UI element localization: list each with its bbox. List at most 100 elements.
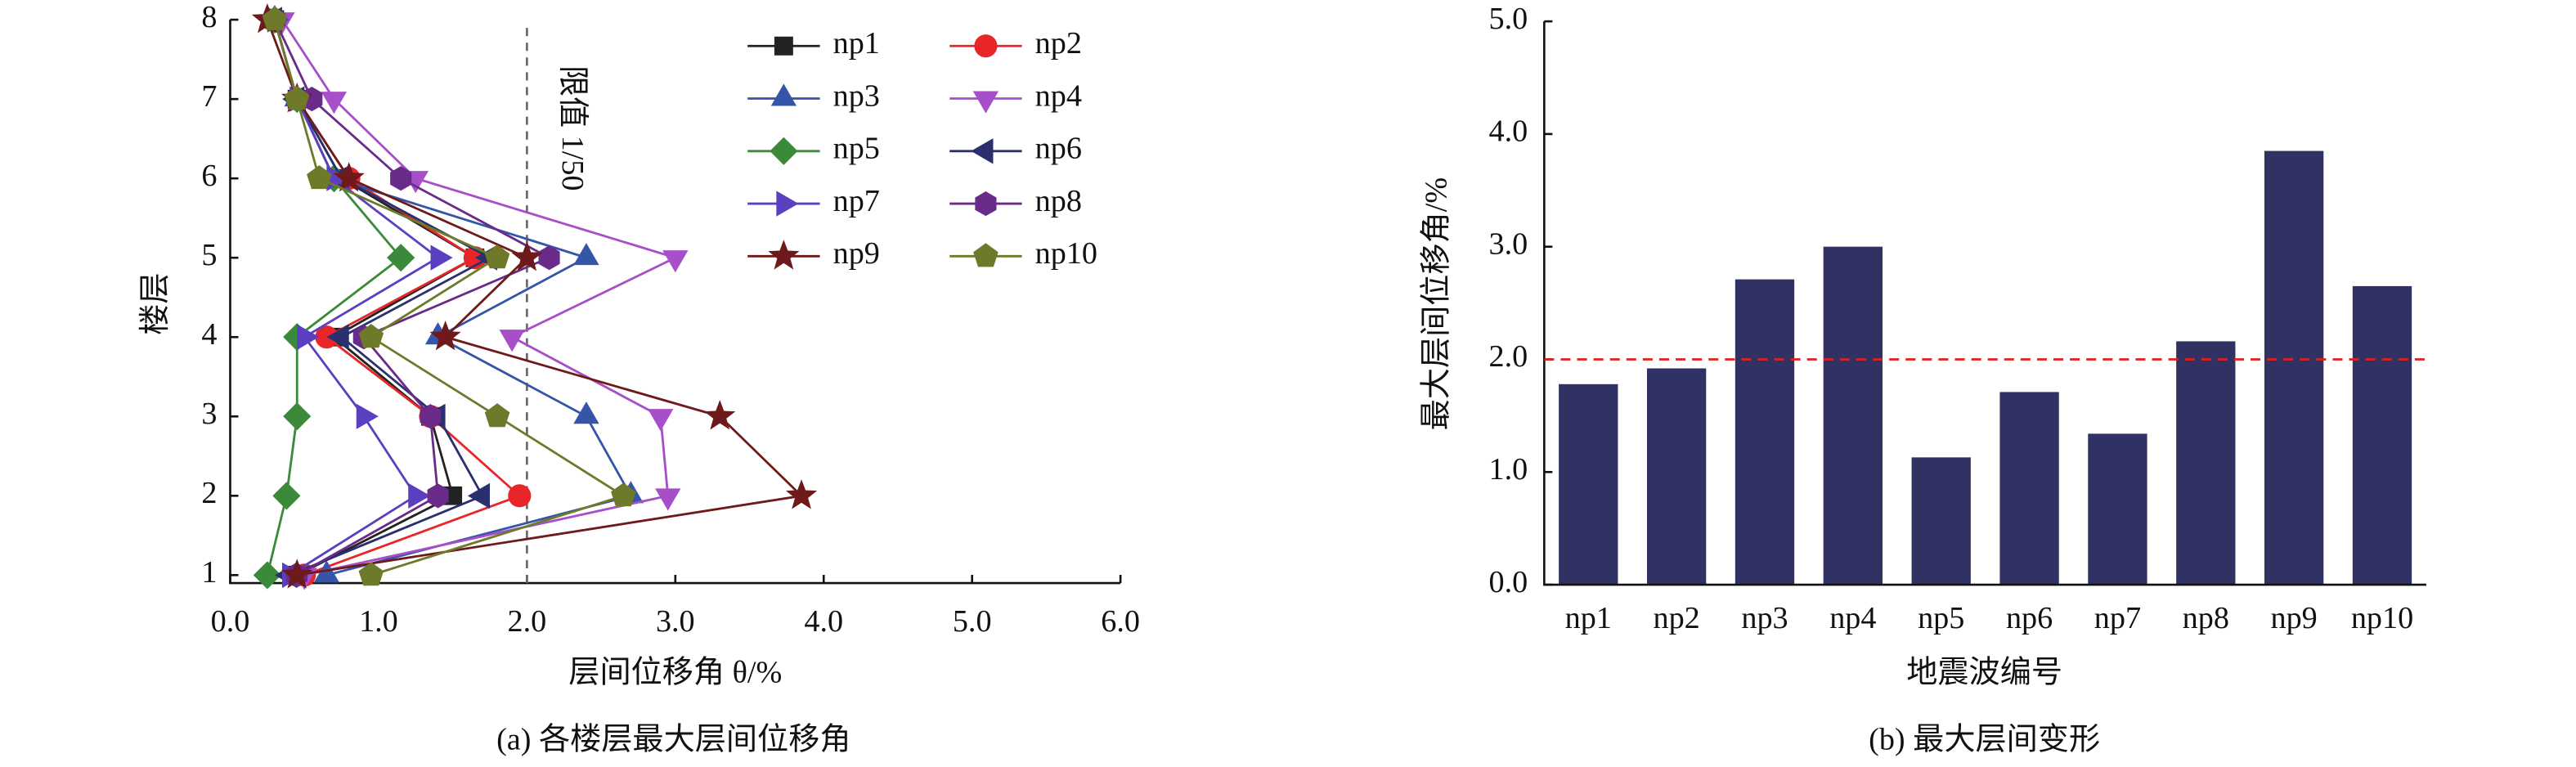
data-point	[284, 86, 310, 110]
x-tick-label: 5.0	[953, 604, 992, 639]
y-tick-label: 6	[201, 159, 217, 193]
series-line	[273, 19, 626, 576]
series-line	[273, 19, 552, 576]
x-axis-label-b: 地震波编号	[1906, 654, 2062, 689]
legend-label: np2	[1035, 26, 1082, 61]
legend-marker	[972, 91, 999, 114]
data-point	[272, 482, 301, 510]
legend-marker	[770, 137, 798, 165]
bar	[1559, 384, 1618, 585]
legend-label: np8	[1035, 184, 1082, 218]
bar	[2264, 150, 2324, 585]
legend-marker	[971, 138, 994, 164]
legend-label: np4	[1035, 78, 1082, 113]
y-tick-label: 5	[201, 238, 217, 272]
y-axis-label-a: 楼层	[138, 272, 173, 334]
legend-marker	[975, 191, 997, 217]
data-point	[307, 165, 332, 190]
data-point	[321, 92, 348, 114]
legend-marker	[974, 34, 998, 58]
data-point	[408, 482, 431, 509]
axes	[1543, 21, 2426, 586]
legend-marker	[770, 83, 797, 106]
y-tick-label: 1.0	[1489, 452, 1528, 487]
data-point	[662, 250, 689, 273]
data-point	[326, 324, 349, 350]
legend-marker	[768, 240, 800, 270]
legend-label: np6	[1035, 132, 1082, 166]
data-point	[358, 324, 384, 348]
x-tick-label: np2	[1654, 601, 1700, 635]
legend-marker	[973, 243, 999, 267]
data-point	[573, 243, 599, 266]
data-point	[262, 7, 288, 31]
x-axis-label-a: 层间位移角 θ/%	[568, 654, 782, 689]
legend-label: np5	[833, 132, 880, 166]
limit-label: 限值 1/50	[555, 65, 590, 191]
x-tick-label: np8	[2183, 601, 2229, 635]
x-tick-label: np6	[2006, 601, 2053, 635]
data-point	[511, 241, 543, 271]
data-point	[785, 479, 818, 509]
bar	[2176, 341, 2236, 585]
caption-b: (b) 最大层间变形	[1869, 722, 2100, 757]
y-tick-label: 4	[201, 317, 217, 352]
y-tick-label: 5.0	[1489, 2, 1528, 36]
x-tick-label: 3.0	[656, 604, 695, 639]
data-point	[387, 244, 415, 272]
series-line	[273, 19, 441, 576]
x-tick-label: 1.0	[359, 604, 398, 639]
legend-label: np10	[1035, 236, 1097, 271]
bar	[2352, 285, 2412, 585]
data-point	[655, 488, 681, 511]
x-tick-label: np1	[1565, 601, 1612, 635]
legend-label: np3	[833, 78, 880, 113]
legend-label: np7	[833, 184, 880, 218]
data-point	[484, 244, 510, 269]
bar	[1999, 392, 2059, 585]
y-tick-label: 0.0	[1489, 565, 1528, 599]
y-tick-label: 4.0	[1489, 114, 1528, 149]
data-point	[283, 402, 312, 431]
data-point	[358, 562, 384, 586]
data-point	[430, 244, 453, 271]
data-point	[508, 484, 532, 508]
y-tick-label: 7	[201, 79, 217, 114]
bar	[1911, 457, 1971, 585]
legend-marker	[776, 191, 799, 217]
data-point	[499, 330, 525, 352]
data-point	[611, 482, 636, 507]
data-point	[427, 483, 449, 509]
data-point	[573, 401, 599, 424]
data-point	[315, 325, 339, 349]
bar	[1823, 246, 1883, 585]
data-point	[429, 321, 461, 351]
data-point	[484, 403, 510, 428]
bar	[1735, 279, 1795, 585]
series-line	[266, 19, 805, 576]
data-point	[297, 324, 320, 350]
x-tick-label: 0.0	[211, 604, 250, 639]
x-tick-label: np10	[2351, 601, 2413, 635]
y-tick-label: 1	[201, 555, 217, 590]
data-point	[420, 404, 442, 429]
y-tick-label: 3.0	[1489, 227, 1528, 261]
x-tick-label: 6.0	[1101, 604, 1140, 639]
y-axis-label-b: 最大层间位移角/%	[1419, 177, 1454, 430]
legend-label: np1	[833, 26, 880, 61]
data-point	[280, 558, 313, 589]
data-point	[333, 162, 365, 192]
data-point	[648, 409, 674, 432]
bar	[1646, 368, 1707, 585]
x-tick-label: np3	[1741, 601, 1788, 635]
x-tick-label: np7	[2094, 601, 2141, 635]
data-point	[390, 166, 412, 191]
x-tick-label: 2.0	[508, 604, 547, 639]
y-tick-label: 8	[201, 0, 217, 34]
data-point	[538, 245, 560, 271]
series-line	[280, 19, 679, 576]
legend-marker	[774, 36, 793, 56]
data-point	[467, 482, 491, 509]
